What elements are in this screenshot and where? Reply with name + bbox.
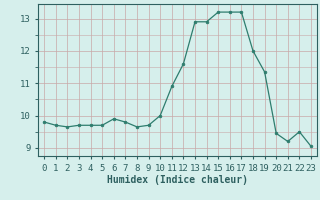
X-axis label: Humidex (Indice chaleur): Humidex (Indice chaleur) (107, 175, 248, 185)
